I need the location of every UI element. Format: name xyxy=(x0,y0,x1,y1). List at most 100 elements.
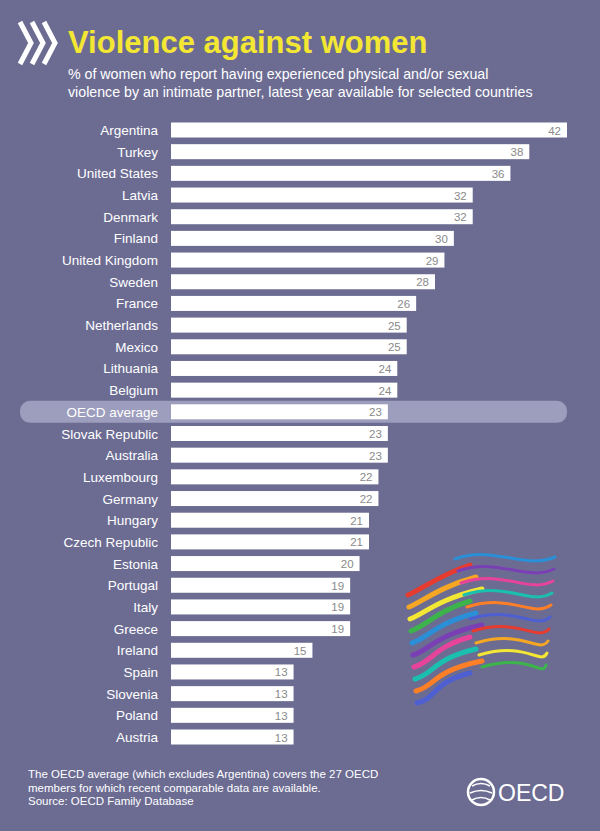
decoration-stroke xyxy=(476,639,548,645)
bar xyxy=(171,404,388,419)
bar xyxy=(171,166,510,181)
note: members for which recent comparable data… xyxy=(28,782,321,794)
logo: OECD xyxy=(468,779,564,806)
category-label: Austria xyxy=(116,730,159,745)
decoration-stroke xyxy=(467,603,551,609)
category-label: Netherlands xyxy=(85,318,158,333)
category-label: Mexico xyxy=(115,340,158,355)
data-label: 23 xyxy=(369,406,382,418)
data-label: 19 xyxy=(331,580,344,592)
category-label: Hungary xyxy=(107,513,158,528)
data-label: 30 xyxy=(435,233,448,245)
bar xyxy=(171,664,294,679)
decoration-stroke xyxy=(416,661,482,691)
data-label: 21 xyxy=(350,536,363,548)
data-label: 23 xyxy=(369,428,382,440)
data-label: 22 xyxy=(360,493,373,505)
chevrons xyxy=(20,22,55,64)
data-label: 25 xyxy=(388,341,401,353)
data-label: 21 xyxy=(350,515,363,527)
bar xyxy=(171,361,397,376)
subtitle: violence by an intimate partner, latest … xyxy=(68,84,533,100)
data-label: 24 xyxy=(378,363,391,375)
data-label: 19 xyxy=(331,623,344,635)
bar xyxy=(171,686,294,701)
decoration-stroke xyxy=(458,567,554,573)
bar xyxy=(171,253,444,268)
decoration-stroke xyxy=(455,555,555,561)
title: Violence against women xyxy=(68,25,427,60)
bar xyxy=(171,188,473,203)
data-label: 32 xyxy=(454,211,467,223)
bar xyxy=(171,621,350,636)
data-label: 13 xyxy=(275,710,288,722)
bar xyxy=(171,318,407,333)
background xyxy=(0,0,600,831)
category-label: Italy xyxy=(133,600,158,615)
bar xyxy=(171,296,416,311)
chevron xyxy=(32,22,43,64)
data-label: 26 xyxy=(397,298,410,310)
category-label: Greece xyxy=(114,622,158,637)
category-label: Poland xyxy=(116,708,158,723)
bar xyxy=(171,144,529,159)
bar xyxy=(171,383,397,398)
bar xyxy=(171,209,473,224)
decoration-stroke xyxy=(417,673,470,703)
data-label: 32 xyxy=(454,190,467,202)
bar xyxy=(171,534,369,549)
category-label: Lithuania xyxy=(103,361,158,376)
data-label: 24 xyxy=(378,385,391,397)
category-label: Germany xyxy=(102,492,158,507)
logo-mark xyxy=(470,784,492,801)
category-label: Portugal xyxy=(108,578,158,593)
category-label: Sweden xyxy=(109,275,158,290)
data-label: 13 xyxy=(275,666,288,678)
category-label: OECD average xyxy=(66,405,158,420)
data-label: 25 xyxy=(388,320,401,332)
chart: Violence against women% of women who rep… xyxy=(0,0,600,831)
category-label: Slovenia xyxy=(106,687,158,702)
category-label: France xyxy=(116,296,158,311)
bar xyxy=(171,469,378,484)
bar xyxy=(171,123,567,138)
bar xyxy=(171,448,388,463)
source: Source: OECD Family Database xyxy=(28,795,194,807)
category-label: Argentina xyxy=(100,123,158,138)
bar xyxy=(171,730,294,745)
decoration-stroke xyxy=(461,579,553,585)
logo-text: OECD xyxy=(498,780,564,806)
bar xyxy=(171,599,350,614)
category-label: United States xyxy=(77,166,158,181)
category-label: Denmark xyxy=(103,210,158,225)
category-label: Belgium xyxy=(109,383,158,398)
data-label: 29 xyxy=(426,255,439,267)
bar xyxy=(171,708,294,723)
decoration xyxy=(408,555,555,703)
data-label: 13 xyxy=(275,732,288,744)
bar xyxy=(171,426,388,441)
labels: 42Argentina38Turkey36United States32Latv… xyxy=(61,123,561,745)
decoration-stroke xyxy=(470,615,550,621)
category-label: Spain xyxy=(123,665,158,680)
highlight-band xyxy=(20,401,567,423)
data-label: 38 xyxy=(510,146,523,158)
category-label: Turkey xyxy=(117,145,158,160)
chevron xyxy=(44,22,55,64)
data-label: 22 xyxy=(360,471,373,483)
logo-mark xyxy=(468,779,494,805)
note: The OECD average (which excludes Argenti… xyxy=(28,768,378,780)
bar xyxy=(171,231,454,246)
category-label: Luxembourg xyxy=(83,470,158,485)
bar xyxy=(171,339,407,354)
bar xyxy=(171,556,360,571)
category-label: Latvia xyxy=(122,188,159,203)
data-label: 13 xyxy=(275,688,288,700)
category-label: United Kingdom xyxy=(62,253,158,268)
bar xyxy=(171,491,378,506)
data-label: 28 xyxy=(416,276,429,288)
data-label: 20 xyxy=(341,558,354,570)
data-label: 19 xyxy=(331,601,344,613)
bars xyxy=(171,123,567,745)
category-label: Ireland xyxy=(117,643,158,658)
